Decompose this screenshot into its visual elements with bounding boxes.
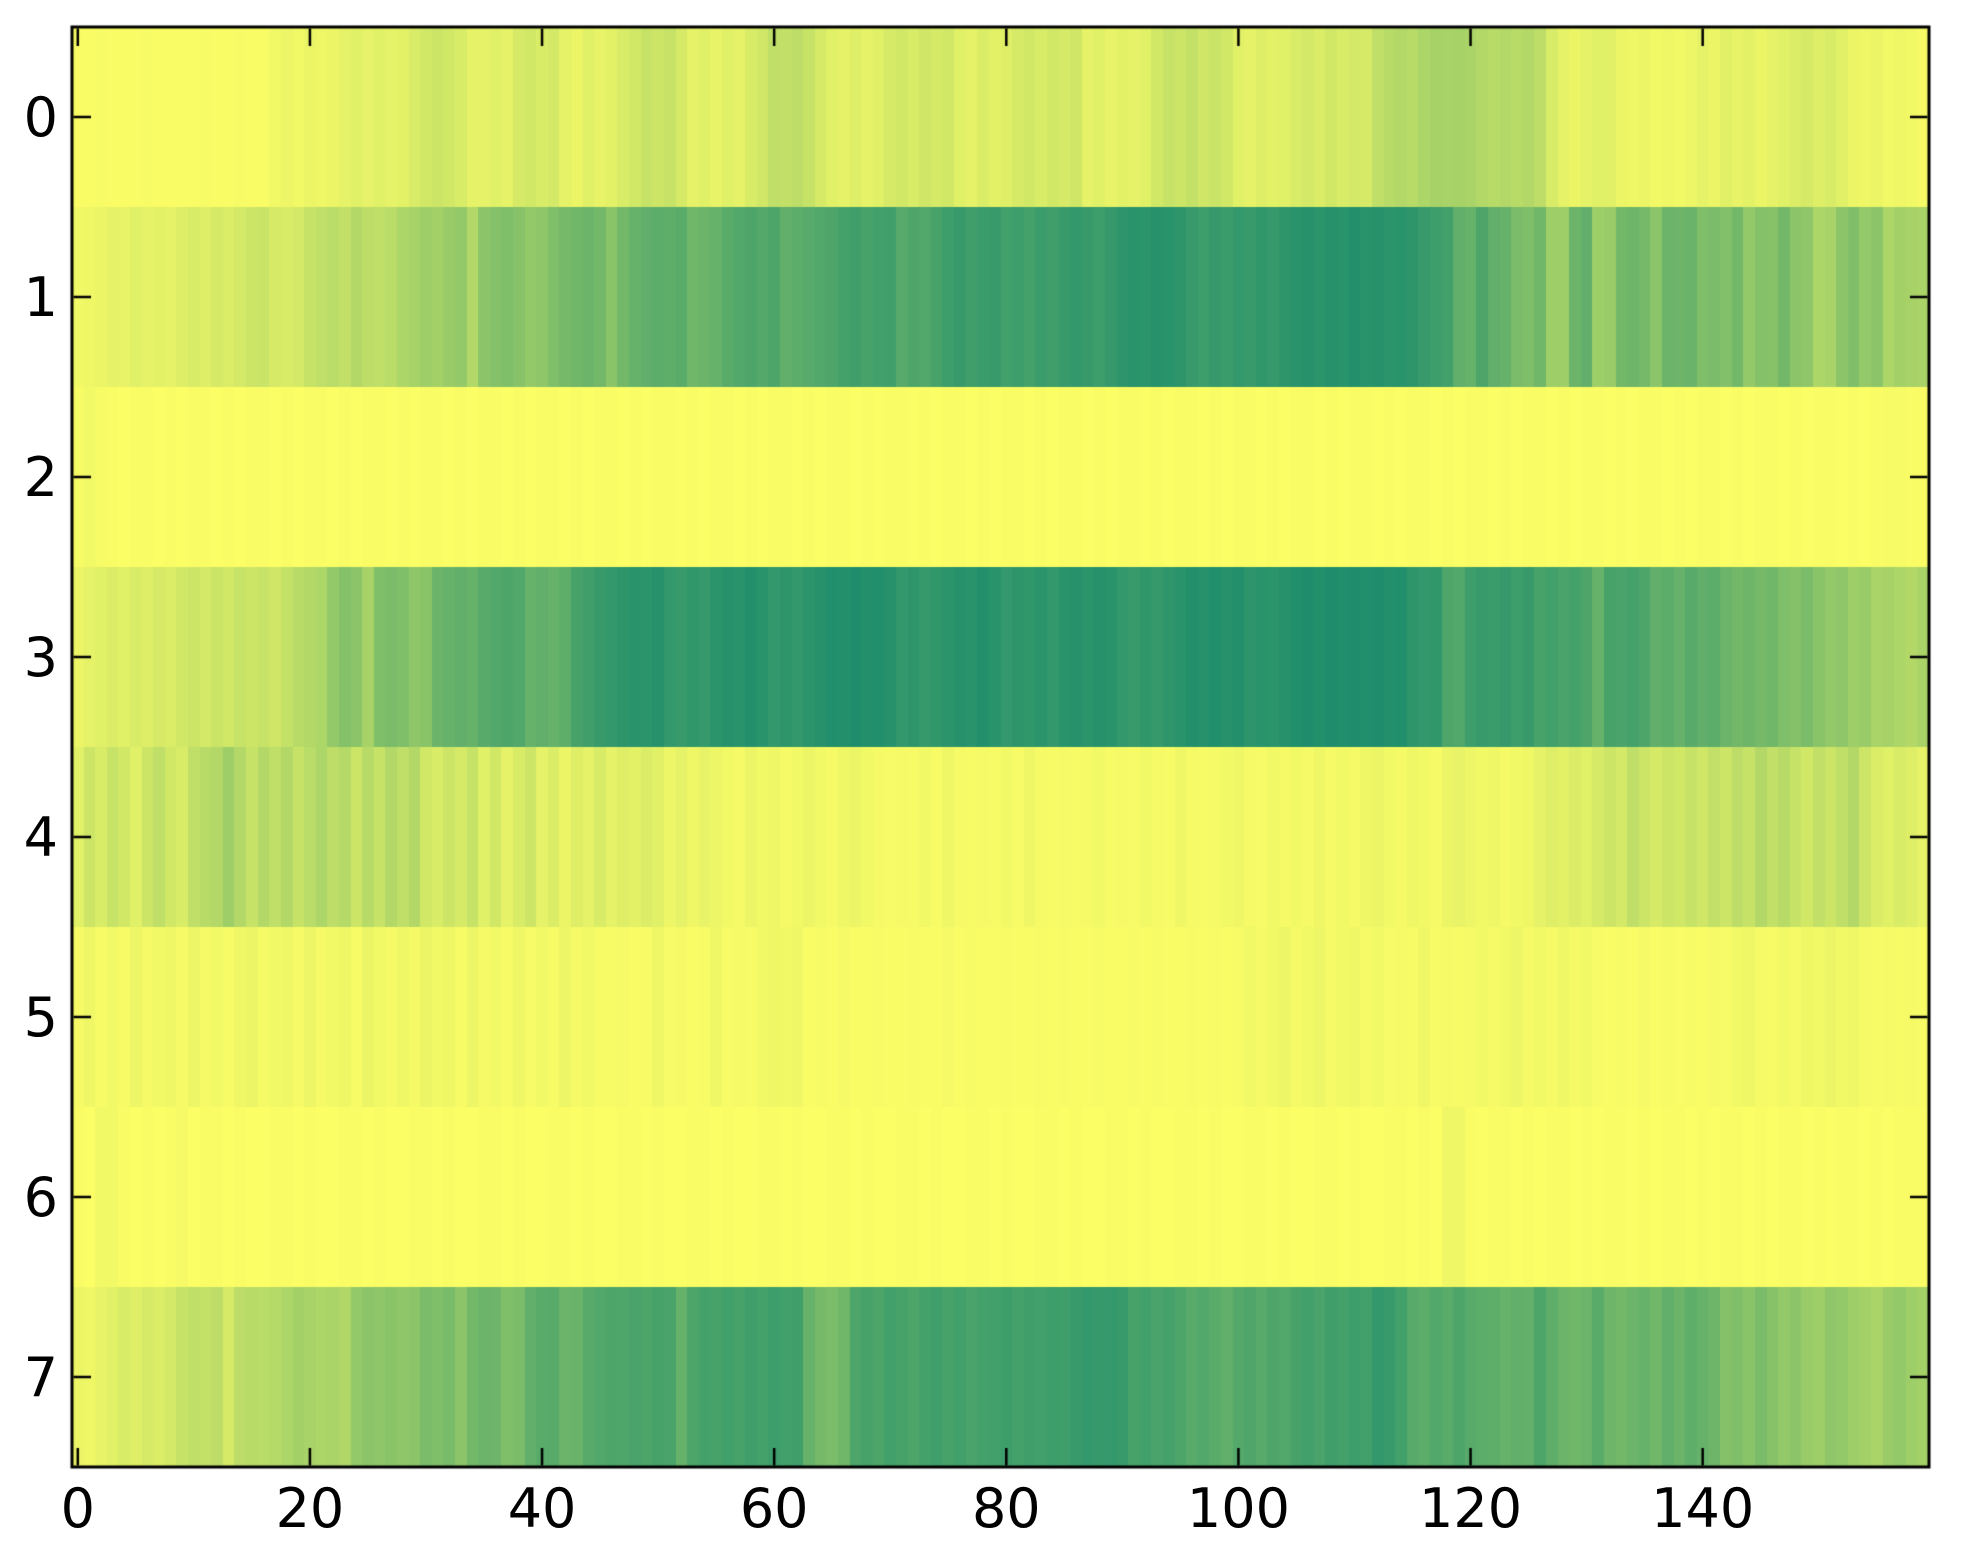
y-tick-label-0: 0 bbox=[23, 86, 58, 149]
y-tick-label-5: 5 bbox=[23, 986, 58, 1049]
x-tick-label-100: 100 bbox=[1186, 1477, 1290, 1540]
y-tick-label-3: 3 bbox=[23, 626, 58, 689]
x-tick-label-0: 0 bbox=[60, 1477, 95, 1540]
y-tick-label-2: 2 bbox=[23, 446, 58, 509]
y-tick-label-1: 1 bbox=[23, 266, 58, 329]
x-tick-label-60: 60 bbox=[739, 1477, 809, 1540]
y-tick-label-7: 7 bbox=[23, 1346, 58, 1409]
x-tick-label-40: 40 bbox=[507, 1477, 577, 1540]
x-tick-label-80: 80 bbox=[971, 1477, 1041, 1540]
x-tick-label-120: 120 bbox=[1419, 1477, 1523, 1540]
y-tick-label-4: 4 bbox=[23, 806, 58, 869]
x-tick-label-20: 20 bbox=[275, 1477, 345, 1540]
y-tick-label-6: 6 bbox=[23, 1166, 58, 1229]
x-tick-label-140: 140 bbox=[1651, 1477, 1755, 1540]
